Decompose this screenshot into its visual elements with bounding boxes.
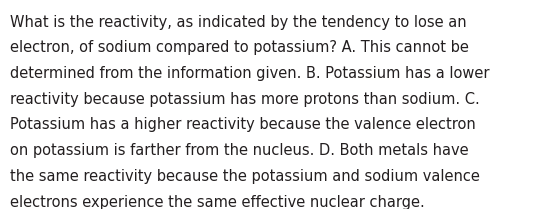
Text: the same reactivity because the potassium and sodium valence: the same reactivity because the potassiu…	[10, 169, 480, 184]
Text: reactivity because potassium has more protons than sodium. C.: reactivity because potassium has more pr…	[10, 92, 480, 107]
Text: Potassium has a higher reactivity because the valence electron: Potassium has a higher reactivity becaus…	[10, 117, 476, 133]
Text: electrons experience the same effective nuclear charge.: electrons experience the same effective …	[10, 195, 425, 209]
Text: What is the reactivity, as indicated by the tendency to lose an: What is the reactivity, as indicated by …	[10, 15, 466, 30]
Text: determined from the information given. B. Potassium has a lower: determined from the information given. B…	[10, 66, 489, 81]
Text: on potassium is farther from the nucleus. D. Both metals have: on potassium is farther from the nucleus…	[10, 143, 469, 158]
Text: electron, of sodium compared to potassium? A. This cannot be: electron, of sodium compared to potassiu…	[10, 40, 469, 55]
